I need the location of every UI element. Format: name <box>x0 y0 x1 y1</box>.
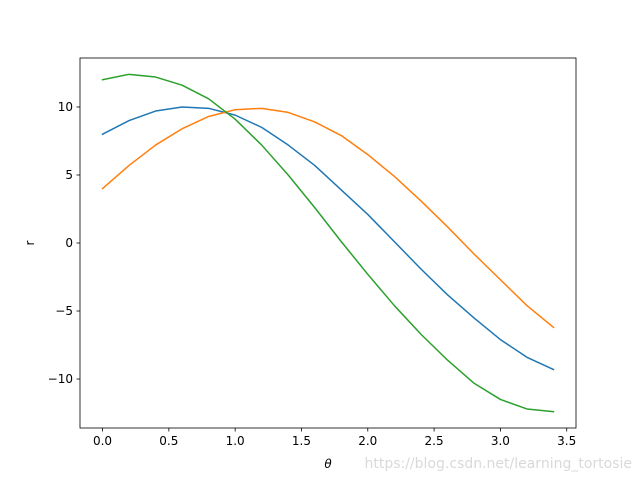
x-tick-label: 1.5 <box>292 434 311 448</box>
x-axis: 0.0 0.5 1.0 1.5 2.0 2.5 3.0 3.5 <box>93 428 576 448</box>
series-layer <box>101 73 555 413</box>
watermark-text: https://blog.csdn.net/learning_tortosie <box>364 456 632 472</box>
x-tick-label: 2.0 <box>358 434 377 448</box>
series-line-2 <box>101 107 555 329</box>
y-tick-label: −10 <box>48 372 73 386</box>
series-line-1 <box>101 106 555 371</box>
x-tick-label: 0.0 <box>93 434 112 448</box>
x-axis-label: θ <box>324 457 332 471</box>
x-tick-label: 3.0 <box>491 434 510 448</box>
x-tick-label: 3.5 <box>557 434 576 448</box>
y-tick-label: −5 <box>55 304 73 318</box>
y-tick-label: 10 <box>58 100 73 114</box>
series-line-3 <box>101 73 555 413</box>
y-axis: −10 −5 0 5 10 <box>48 100 80 386</box>
y-axis-label: r <box>23 240 37 245</box>
x-tick-label: 2.5 <box>425 434 444 448</box>
x-tick-label: 1.0 <box>226 434 245 448</box>
y-tick-label: 0 <box>65 236 73 250</box>
x-tick-label: 0.5 <box>159 434 178 448</box>
plot-frame <box>79 57 577 429</box>
y-tick-label: 5 <box>65 168 73 182</box>
